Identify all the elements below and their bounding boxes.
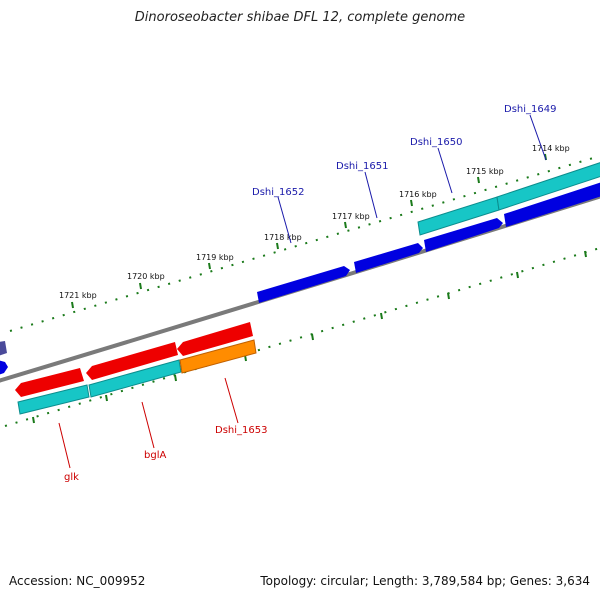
accession-text: Accession: NC_009952 (9, 574, 146, 588)
kbp-tick-label: 1720 kbp (127, 272, 165, 281)
kbp-tick-label: 1718 kbp (264, 233, 302, 242)
inner-major-tick (447, 292, 450, 300)
inner-major-tick (584, 250, 587, 258)
kbp-tick-label: 1717 kbp (332, 212, 370, 221)
inner-tick-ring (4, 246, 600, 427)
gene-glk[interactable] (17, 384, 90, 415)
forward-cds-track (0, 182, 600, 375)
inner-major-tick (32, 416, 35, 424)
cds-dshi-1653-red[interactable] (177, 322, 253, 356)
gene-label-dshi-1653: Dshi_1653 (215, 425, 267, 436)
cds-glk[interactable] (15, 368, 84, 397)
kbp-major-tick (71, 301, 74, 309)
forward-gene-track (417, 162, 600, 236)
kbp-tick-label: 1714 kbp (532, 144, 570, 153)
gene-dshi-1653[interactable] (179, 339, 257, 374)
reverse-cds-track (15, 322, 253, 397)
kbp-major-tick (208, 262, 211, 270)
kbp-tick-label: 1716 kbp (399, 190, 437, 199)
cds-dshi-1652[interactable] (257, 266, 350, 303)
kbp-major-tick (276, 242, 279, 250)
cds-dshi-1650[interactable] (424, 218, 503, 252)
cds-dshi-1651[interactable] (354, 243, 423, 273)
inner-major-tick (174, 374, 177, 382)
inner-major-tick (380, 312, 383, 320)
inner-major-tick (105, 394, 108, 402)
gene-bglA[interactable] (88, 359, 182, 398)
map-title: Dinoroseobacter shibae DFL 12, complete … (134, 10, 466, 25)
gene-dshi-1649[interactable] (496, 162, 600, 211)
inner-major-tick (516, 271, 519, 279)
inner-major-tick (311, 333, 314, 341)
kbp-major-tick (477, 176, 480, 184)
kbp-tick-label: 1715 kbp (466, 167, 504, 176)
gene-label-dshi-1651: Dshi_1651 (336, 161, 388, 172)
cds-left-dark[interactable] (0, 341, 7, 356)
genome-stats: Topology: circular; Length: 3,789,584 bp… (260, 574, 590, 588)
gene-label-bglA: bglA (144, 450, 166, 461)
reverse-gene-track (17, 339, 257, 415)
outer-tick-ring (9, 154, 600, 332)
cds-left-blue[interactable] (0, 360, 8, 375)
cds-bglA[interactable] (86, 342, 178, 380)
gene-label-dshi-1650: Dshi_1650 (410, 137, 462, 148)
gene-label-dshi-1652: Dshi_1652 (252, 187, 304, 198)
kbp-tick-label: 1721 kbp (59, 291, 97, 300)
kbp-major-tick (410, 199, 413, 207)
kbp-major-tick (139, 282, 142, 290)
cds-dshi-1649[interactable] (504, 182, 600, 227)
gene-label-dshi-1649: Dshi_1649 (504, 104, 556, 115)
kbp-tick-label: 1719 kbp (196, 253, 234, 262)
gene-label-glk: glk (64, 472, 79, 483)
label-leaders (58, 114, 547, 469)
kbp-major-tick (344, 221, 347, 229)
